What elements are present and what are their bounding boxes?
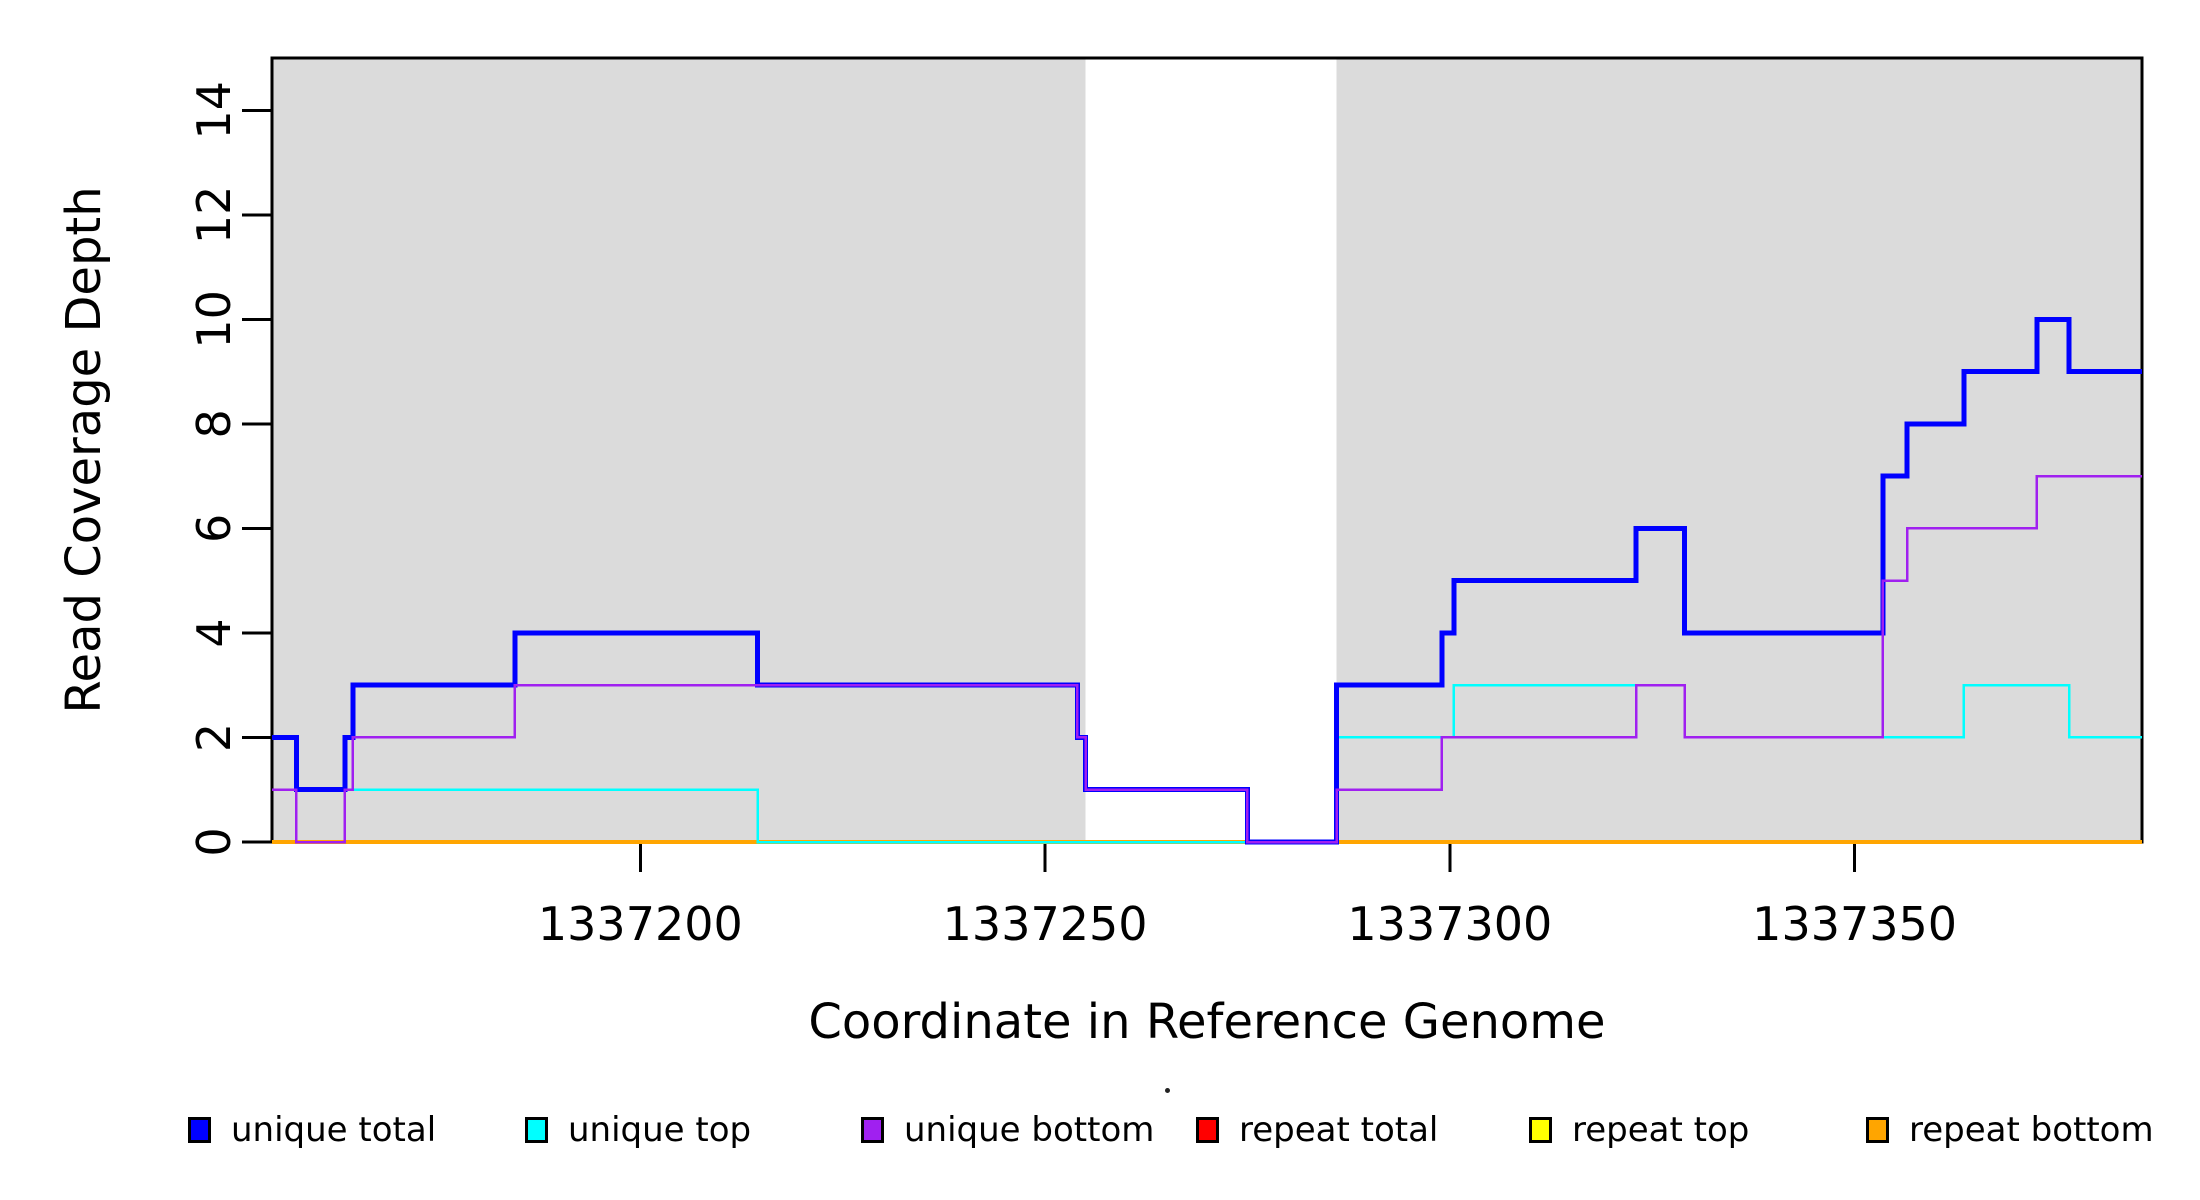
y-tick-label: 8 — [187, 409, 241, 438]
stray-dot-mark — [1165, 1088, 1170, 1093]
legend-item-unique-top: unique top — [525, 1108, 751, 1152]
series-lines-layer — [272, 316, 2142, 845]
y-tick-label: 0 — [187, 827, 241, 856]
shaded-region — [272, 58, 1086, 842]
legend-label: unique bottom — [904, 1110, 1155, 1150]
legend-item-repeat-bottom: repeat bottom — [1866, 1108, 2154, 1152]
repeat-top-swatch-icon — [1529, 1117, 1552, 1143]
y-tick-label: 12 — [187, 186, 241, 245]
y-tick-label: 10 — [187, 290, 241, 349]
x-tick-label: 1337250 — [943, 897, 1148, 951]
unique-total-swatch-icon — [188, 1117, 211, 1143]
legend-label: repeat top — [1572, 1110, 1750, 1150]
legend-label: repeat bottom — [1909, 1110, 2154, 1150]
unique-top-swatch-icon — [525, 1117, 548, 1143]
x-axis-title: Coordinate in Reference Genome — [808, 994, 1605, 1050]
x-tick-label: 1337300 — [1347, 897, 1552, 951]
y-tick-label: 4 — [187, 618, 241, 647]
repeat-bottom-swatch-icon — [1866, 1117, 1889, 1143]
legend-item-unique-total: unique total — [188, 1108, 436, 1152]
x-tick-label: 1337350 — [1752, 897, 1957, 951]
legend: unique total unique top unique bottom re… — [0, 1108, 2200, 1158]
shaded-region — [1336, 58, 2142, 842]
y-tick-label: 6 — [187, 514, 241, 543]
repeat-total-swatch-icon — [1196, 1117, 1219, 1143]
shaded-regions-layer — [272, 58, 2142, 842]
series-line-unique-bottom — [272, 474, 2142, 844]
legend-item-repeat-total: repeat total — [1196, 1108, 1438, 1152]
legend-label: repeat total — [1239, 1110, 1439, 1150]
legend-label: unique total — [231, 1110, 437, 1150]
series-line-unique-top — [272, 683, 2142, 844]
legend-label: unique top — [568, 1110, 752, 1150]
unique-bottom-swatch-icon — [861, 1117, 884, 1143]
series-line-unique-total — [272, 316, 2142, 845]
y-tick-label: 14 — [187, 81, 241, 140]
x-tick-label: 1337200 — [538, 897, 743, 951]
y-tick-label: 2 — [187, 723, 241, 752]
axes-layer: 1337200 1337250 1337300 1337350 0 2 4 6 8 10 12 14 — [187, 56, 2144, 951]
legend-item-unique-bottom: unique bottom — [861, 1108, 1154, 1152]
legend-item-repeat-top: repeat top — [1529, 1108, 1749, 1152]
y-axis-title: Read Coverage Depth — [56, 186, 112, 713]
